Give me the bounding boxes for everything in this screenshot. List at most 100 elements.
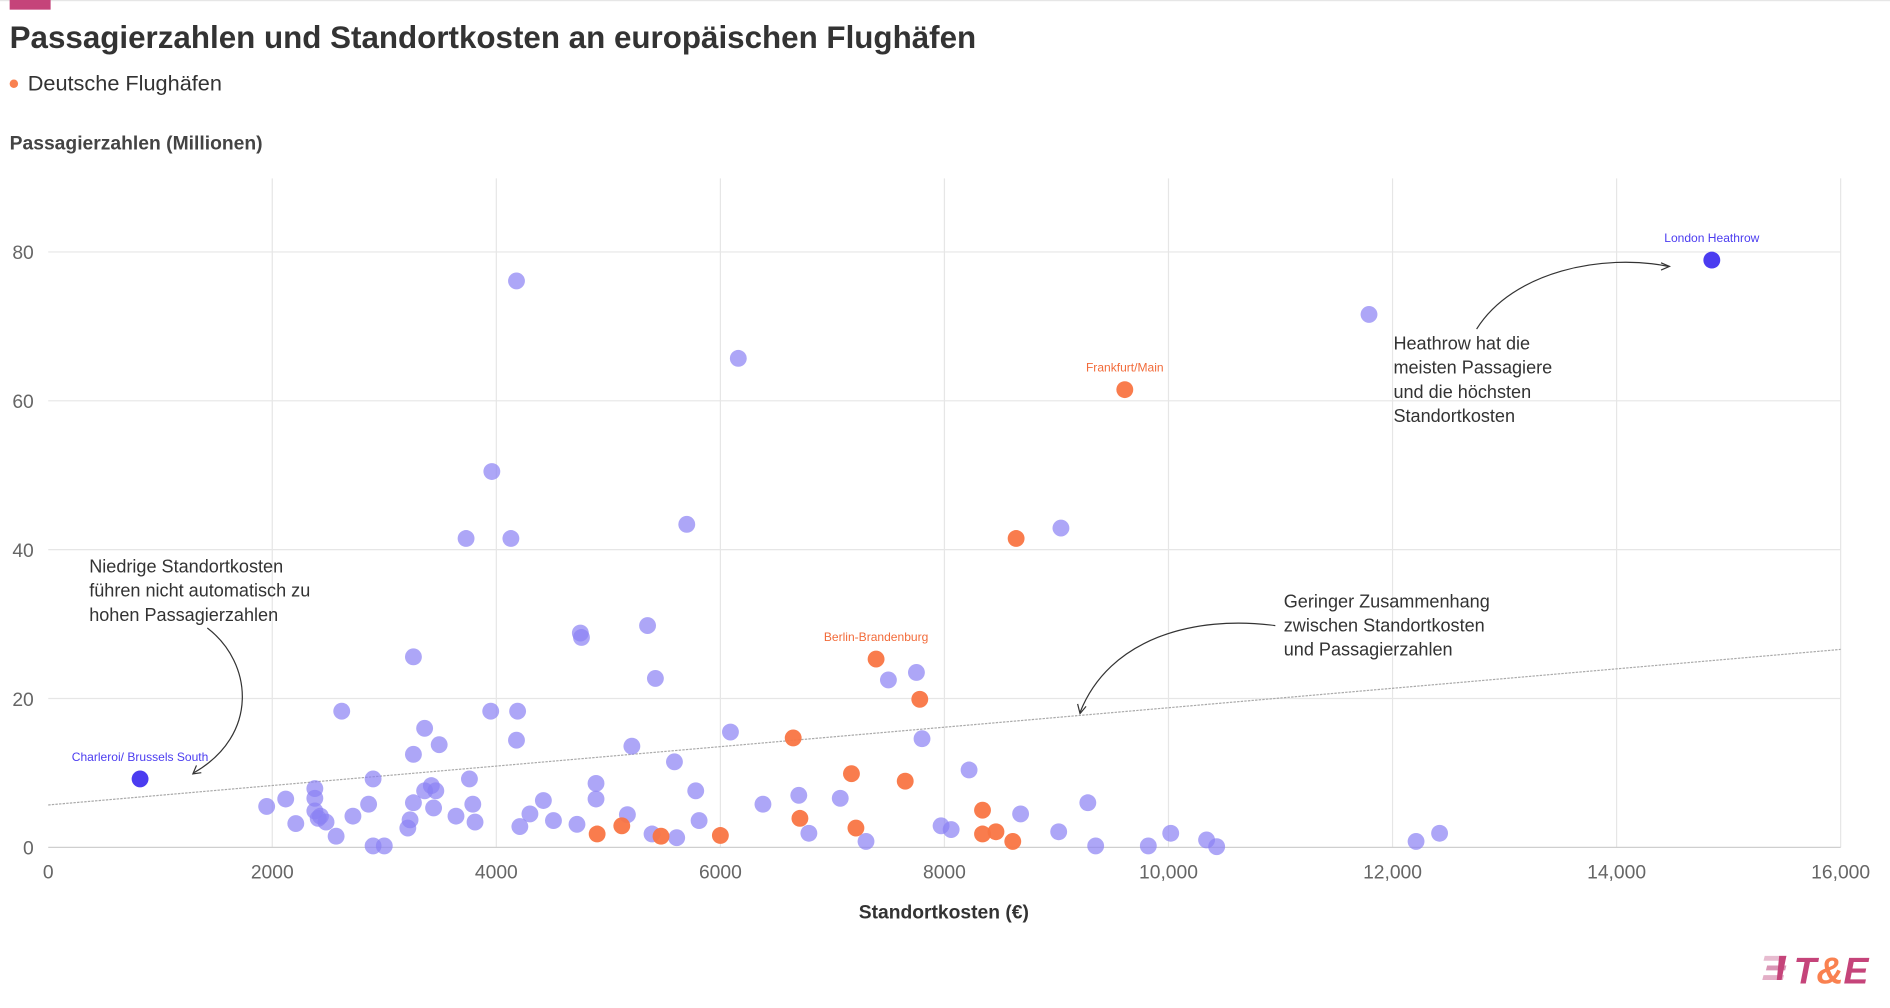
- data-point-other[interactable]: [464, 795, 482, 813]
- data-point-other[interactable]: [447, 807, 465, 825]
- data-point-german[interactable]: [791, 809, 809, 827]
- data-point-other[interactable]: [508, 272, 525, 290]
- data-point-german[interactable]: [784, 729, 802, 747]
- data-point-other[interactable]: [425, 799, 443, 817]
- data-point-other[interactable]: [502, 530, 520, 547]
- data-point-other[interactable]: [623, 737, 641, 755]
- data-point-other[interactable]: [754, 795, 772, 813]
- data-point-german[interactable]: [896, 772, 914, 790]
- data-point-other[interactable]: [568, 815, 586, 833]
- data-point-other[interactable]: [678, 515, 696, 533]
- data-point-other[interactable]: [857, 833, 875, 850]
- data-point-german[interactable]: [847, 819, 865, 837]
- data-point-other[interactable]: [879, 671, 897, 689]
- data-point-other[interactable]: [364, 770, 382, 788]
- data-point-german[interactable]: [974, 825, 991, 843]
- data-point-other[interactable]: [1360, 306, 1378, 323]
- data-point-other[interactable]: [287, 815, 305, 833]
- data-point-other[interactable]: [913, 730, 931, 748]
- annotation-line: und Passagierzahlen: [1284, 640, 1453, 660]
- y-tick-label: 20: [12, 690, 33, 711]
- annotation-arrow: [193, 627, 243, 774]
- data-point-other[interactable]: [587, 774, 605, 792]
- data-point-other[interactable]: [907, 664, 925, 681]
- data-point-other[interactable]: [790, 786, 808, 804]
- data-point-other[interactable]: [1162, 824, 1180, 842]
- data-point-german[interactable]: [652, 827, 670, 845]
- data-point-other[interactable]: [687, 782, 705, 800]
- data-point-other[interactable]: [404, 745, 422, 763]
- data-point-other[interactable]: [1431, 824, 1449, 842]
- data-point-other[interactable]: [375, 837, 393, 855]
- data-point-german[interactable]: [987, 823, 1005, 841]
- annotation-line: führen nicht automatisch zu: [89, 581, 310, 601]
- data-point-german[interactable]: [1007, 530, 1025, 547]
- data-point-german[interactable]: [711, 827, 729, 844]
- data-point-german[interactable]: [588, 825, 606, 843]
- data-point-other[interactable]: [277, 790, 295, 808]
- data-point-german[interactable]: [1004, 833, 1022, 850]
- arrowhead-icon: [191, 765, 202, 775]
- data-point-german[interactable]: [867, 650, 885, 668]
- data-point-other[interactable]: [427, 782, 445, 800]
- data-point-other[interactable]: [1012, 805, 1030, 823]
- data-point-highlight[interactable]: [131, 770, 149, 788]
- data-point-other[interactable]: [729, 349, 747, 367]
- data-point-other[interactable]: [668, 829, 686, 847]
- data-point-other[interactable]: [1139, 837, 1157, 855]
- data-point-other[interactable]: [521, 805, 539, 823]
- data-point-other[interactable]: [306, 789, 324, 807]
- data-point-other[interactable]: [573, 629, 590, 646]
- data-point-other[interactable]: [333, 702, 351, 720]
- data-point-other[interactable]: [960, 761, 978, 779]
- te-logo-mark: T&E: [1762, 950, 1869, 991]
- data-point-other[interactable]: [545, 812, 562, 830]
- data-point-other[interactable]: [722, 723, 739, 741]
- data-point-german[interactable]: [613, 817, 631, 835]
- data-point-other[interactable]: [360, 795, 378, 813]
- data-point-other[interactable]: [690, 812, 708, 830]
- data-point-other[interactable]: [511, 818, 529, 835]
- data-point-other[interactable]: [466, 813, 484, 831]
- data-point-highlight[interactable]: [1703, 251, 1721, 269]
- data-point-other[interactable]: [457, 530, 475, 547]
- data-point-other[interactable]: [800, 824, 818, 842]
- data-point-other[interactable]: [942, 821, 960, 838]
- data-point-german[interactable]: [1116, 381, 1134, 399]
- data-point-other[interactable]: [404, 794, 422, 812]
- data-point-german[interactable]: [911, 690, 929, 708]
- data-point-other[interactable]: [404, 648, 422, 666]
- data-point-other[interactable]: [1407, 833, 1425, 850]
- data-point-other[interactable]: [509, 702, 527, 720]
- data-point-other[interactable]: [258, 798, 276, 815]
- data-point-other[interactable]: [416, 719, 434, 737]
- data-point-other[interactable]: [327, 827, 345, 845]
- data-point-other[interactable]: [534, 792, 552, 809]
- data-point-other[interactable]: [317, 813, 335, 831]
- data-point-german[interactable]: [843, 765, 860, 783]
- data-point-other[interactable]: [639, 617, 656, 635]
- data-point-other[interactable]: [483, 463, 501, 480]
- data-point-other[interactable]: [1208, 838, 1226, 856]
- legend: Deutsche Flughäfen: [9, 71, 222, 96]
- data-point-other[interactable]: [460, 770, 478, 788]
- data-point-other[interactable]: [430, 736, 448, 754]
- data-point-other[interactable]: [1079, 794, 1097, 812]
- data-point-other[interactable]: [666, 753, 683, 771]
- data-point-other[interactable]: [1050, 823, 1068, 841]
- data-point-other[interactable]: [508, 731, 525, 749]
- point-label: London Heathrow: [1664, 231, 1759, 245]
- data-point-other[interactable]: [587, 790, 605, 808]
- data-point-other[interactable]: [401, 811, 419, 829]
- data-point-other[interactable]: [1087, 837, 1105, 855]
- data-point-other[interactable]: [344, 807, 362, 825]
- data-point-other[interactable]: [831, 789, 849, 807]
- data-point-other[interactable]: [482, 702, 500, 720]
- data-point-other[interactable]: [646, 669, 664, 687]
- data-point-other[interactable]: [1052, 519, 1070, 537]
- data-point-german[interactable]: [974, 801, 991, 819]
